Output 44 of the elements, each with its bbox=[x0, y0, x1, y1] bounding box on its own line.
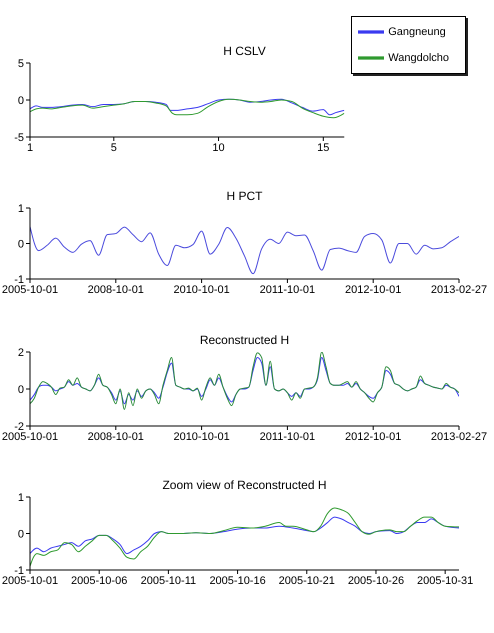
x-tick-label: 2005-10-16 bbox=[209, 574, 266, 587]
x-tick-label: 2008-10-01 bbox=[88, 284, 144, 296]
x-tick-label: 2005-10-06 bbox=[71, 574, 128, 587]
x-tick-label: 2005-10-21 bbox=[278, 574, 335, 587]
x-tick-label: 15 bbox=[317, 142, 330, 154]
x-tick-label: 2008-10-01 bbox=[88, 430, 144, 443]
y-tick-label: 0 bbox=[18, 238, 24, 250]
line-series bbox=[30, 352, 459, 410]
x-tick-label: 2011-10-01 bbox=[260, 430, 316, 443]
y-tick-label: 1 bbox=[18, 492, 24, 504]
line-series bbox=[30, 226, 459, 274]
y-tick-label: -1 bbox=[14, 274, 24, 286]
x-tick-label: 2010-10-01 bbox=[173, 284, 230, 296]
x-tick-label: 2011-10-01 bbox=[260, 284, 316, 296]
y-tick-label: 2 bbox=[18, 346, 24, 359]
chart-title: Reconstructed H bbox=[198, 333, 290, 347]
legend-label: Wangdolcho bbox=[388, 52, 449, 64]
y-tick-label: 0 bbox=[18, 384, 24, 396]
x-tick-label: 1 bbox=[26, 142, 34, 154]
chart-title: Zoom view of Reconstructed H bbox=[161, 478, 328, 492]
x-tick-label: 2005-10-11 bbox=[140, 574, 196, 587]
x-tick-label: 2005-10-01 bbox=[2, 430, 58, 443]
x-tick-label: 2005-10-26 bbox=[348, 574, 404, 587]
x-tick-label: 2005-10-01 bbox=[2, 574, 58, 587]
y-tick-label: 5 bbox=[18, 58, 24, 70]
chart-title: H PCT bbox=[226, 189, 264, 203]
x-tick-label: 2010-10-01 bbox=[173, 430, 230, 443]
y-tick-label: 0 bbox=[18, 528, 24, 540]
x-tick-label: 2012-10-01 bbox=[345, 284, 402, 296]
x-tick-label: 2005-10-31 bbox=[417, 574, 474, 587]
x-tick-label: 2005-10-01 bbox=[2, 284, 58, 296]
x-tick-label: 10 bbox=[212, 142, 225, 154]
y-tick-label: 1 bbox=[18, 202, 24, 215]
x-tick-label: 2013-02-27 bbox=[430, 430, 488, 443]
y-tick-label: -1 bbox=[14, 564, 24, 577]
y-tick-label: -2 bbox=[14, 420, 24, 433]
line-series bbox=[30, 507, 459, 567]
x-tick-label: 5 bbox=[110, 142, 117, 154]
x-tick-label: 2013-02-27 bbox=[430, 284, 488, 296]
x-tick-label: 2012-10-01 bbox=[345, 430, 402, 443]
y-tick-label: 0 bbox=[18, 94, 24, 107]
y-tick-label: -5 bbox=[14, 132, 24, 144]
chart-title: H CSLV bbox=[223, 44, 266, 58]
legend-label: Gangneung bbox=[388, 26, 446, 38]
